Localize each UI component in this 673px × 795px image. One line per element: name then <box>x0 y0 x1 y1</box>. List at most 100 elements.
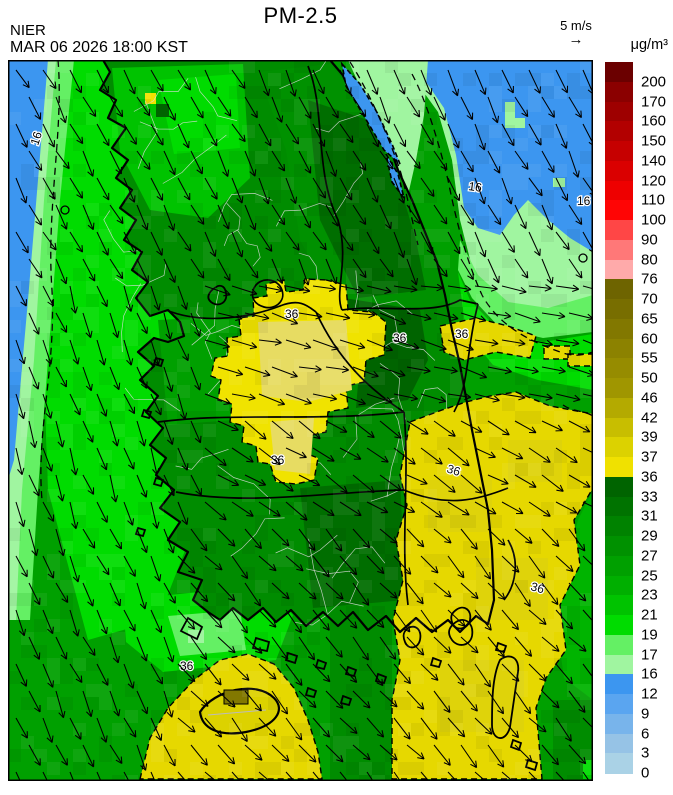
wind-vector <box>433 258 448 278</box>
wind-vector <box>82 366 93 392</box>
colorbar-tick-label: 0 <box>641 764 650 782</box>
wind-vector <box>231 123 246 143</box>
colorbar-tick-label: 110 <box>641 191 665 209</box>
wind-vector <box>406 96 421 118</box>
wind-vector <box>244 258 259 279</box>
wind-vector <box>82 312 93 339</box>
wind-vector <box>433 204 448 225</box>
wind-vector <box>204 663 222 686</box>
wind-vector <box>285 393 312 405</box>
wind-vector <box>352 582 370 606</box>
wind-vector <box>15 393 26 420</box>
wind-vector <box>393 663 412 685</box>
wind-vector <box>541 204 554 231</box>
wind-vector <box>406 366 431 374</box>
wind-vector <box>69 717 82 740</box>
island-jindo <box>179 616 204 641</box>
wind-vector <box>28 150 43 172</box>
sea-region-east-bright-band <box>458 272 593 390</box>
province-boundary <box>503 539 517 601</box>
wind-vector <box>406 258 418 286</box>
wind-vector <box>150 231 163 256</box>
wind-vector <box>204 339 231 349</box>
wind-vector <box>244 150 257 177</box>
wind-vector <box>150 501 160 529</box>
wind-vector <box>379 690 398 708</box>
wind-vector <box>568 420 591 433</box>
wind-vector <box>109 150 123 175</box>
wind-vector <box>258 338 282 346</box>
wind-vector <box>447 284 472 293</box>
wind-vector <box>271 528 290 547</box>
colorbar-tick-label: 9 <box>641 705 650 723</box>
wind-vector <box>528 69 541 94</box>
wind-vector <box>568 150 580 178</box>
sea-region-southeast-corner-green <box>553 700 593 779</box>
province-boundary <box>341 299 479 311</box>
wind-vector <box>325 258 338 285</box>
wind-vector <box>487 366 512 375</box>
wind-vector <box>487 96 500 124</box>
island-islet-se2 <box>524 758 539 772</box>
wind-vector <box>42 393 53 419</box>
colorbar-segment <box>605 457 633 478</box>
wind-vector <box>15 69 30 89</box>
wind-vector <box>541 474 564 492</box>
wind-vector <box>96 609 108 635</box>
pm-region-east-band-tail-1 <box>543 345 571 360</box>
wind-vector <box>325 582 344 600</box>
wind-vector <box>55 474 65 502</box>
wind-vector <box>379 474 402 492</box>
wind-vector <box>420 609 438 633</box>
wind-vector <box>420 663 439 681</box>
wind-vector <box>123 717 137 738</box>
wind-vector <box>555 501 578 514</box>
wind-vector <box>406 150 421 170</box>
wind-vector <box>325 365 350 373</box>
colorbar-tick-label: 39 <box>641 428 658 446</box>
wind-vector <box>406 204 421 225</box>
colorbar-segment <box>605 634 633 655</box>
contour-label: 16 <box>28 130 46 147</box>
colorbar-tick-label: 160 <box>641 112 667 130</box>
wind-scale-arrow-icon: → <box>568 31 584 48</box>
wind-vector <box>82 258 96 282</box>
wind-vector <box>555 339 580 347</box>
wind-vector <box>501 69 514 94</box>
wind-vector <box>285 609 303 634</box>
wind-vector <box>312 555 330 578</box>
map-frame <box>8 60 593 781</box>
wind-vector <box>109 744 123 765</box>
wind-vector <box>514 582 531 607</box>
wind-vector <box>177 609 196 630</box>
county-boundary <box>333 160 364 216</box>
colorbar-tick-label: 100 <box>641 211 667 229</box>
wind-vector <box>447 69 460 97</box>
wind-vector <box>163 366 174 392</box>
wind-vector <box>366 285 392 295</box>
wind-vector <box>271 582 290 600</box>
wind-vector <box>339 393 366 406</box>
wind-vector <box>555 717 572 742</box>
wind-vector <box>285 123 300 145</box>
wind-vector <box>379 636 397 660</box>
wind-vector <box>285 231 300 251</box>
wind-vector <box>28 636 41 660</box>
wind-vector <box>136 150 151 170</box>
colorbar-segment <box>605 160 633 181</box>
wind-vector <box>366 447 389 463</box>
wind-vector <box>528 393 553 401</box>
island-islet-w1 <box>152 356 165 368</box>
wind-vector <box>163 582 176 604</box>
wind-vector <box>541 258 554 285</box>
colorbar-segment <box>605 595 633 616</box>
wind-vector <box>123 447 135 470</box>
wind-vector <box>339 285 365 294</box>
wind-vector <box>190 744 208 766</box>
colorbar-tick-label: 23 <box>641 586 658 604</box>
wind-vector <box>42 339 53 365</box>
colorbar-tick-label: 46 <box>641 389 658 407</box>
wind-vector <box>217 366 244 377</box>
land-patch-nw-dark-cell <box>156 104 169 117</box>
colorbar-segment <box>605 674 633 695</box>
